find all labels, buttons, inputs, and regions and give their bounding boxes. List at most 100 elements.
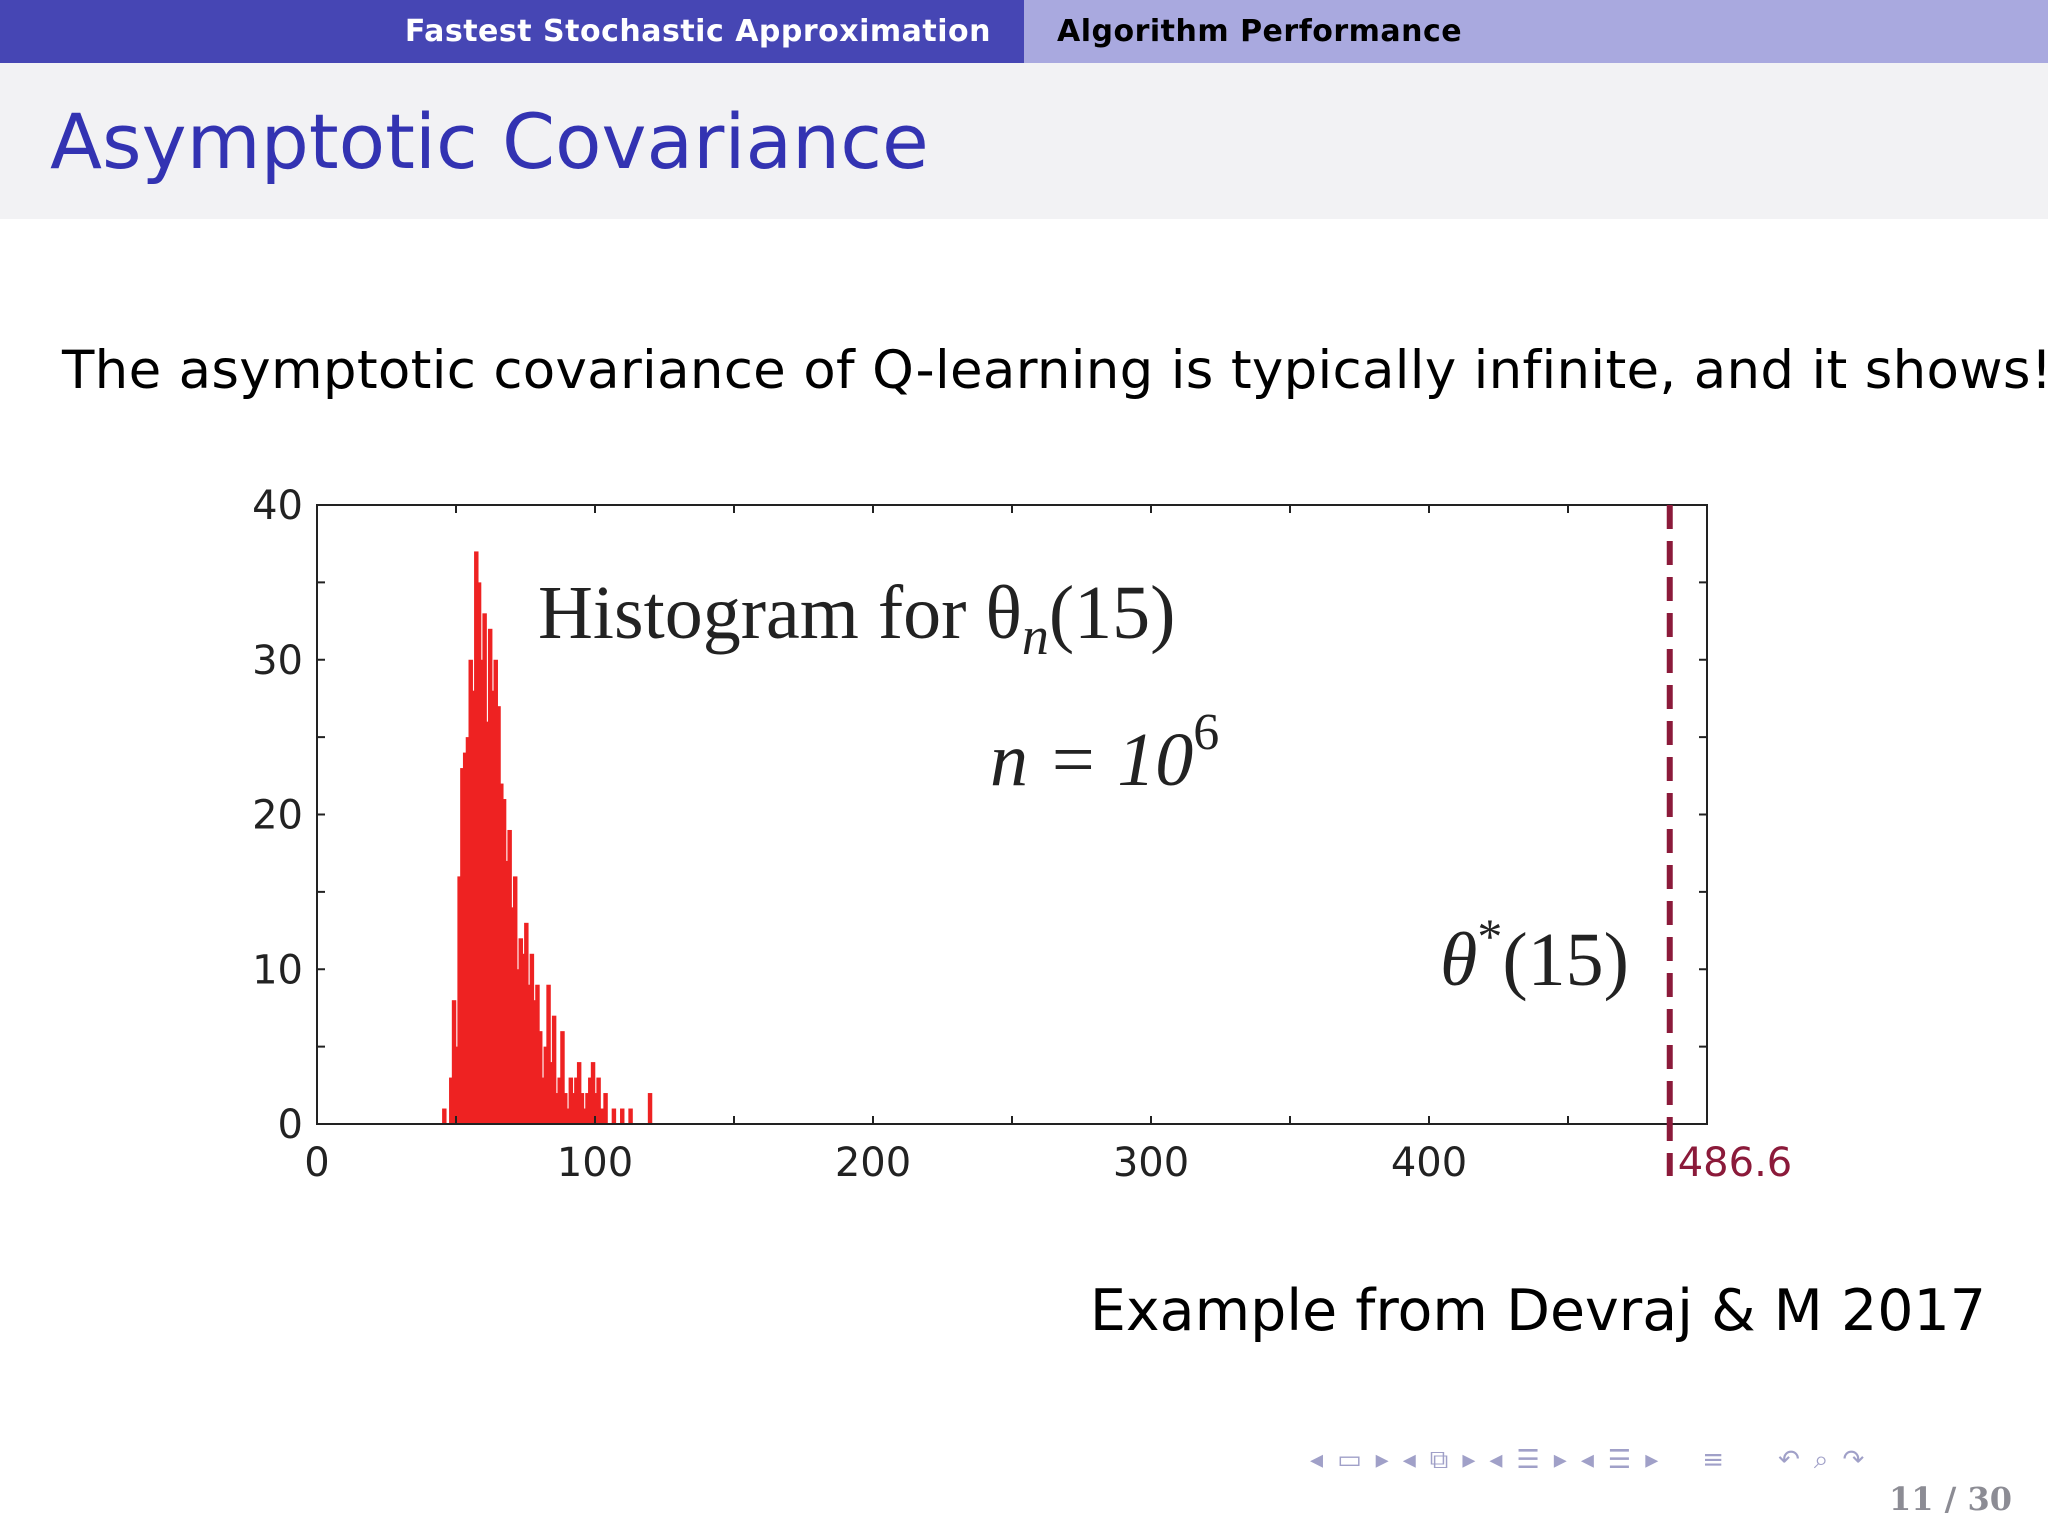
histogram-chart: 0 100 200 300 400 0 10 20 30 40 486.6 Histogram f… xyxy=(252,483,1793,1186)
histogram-bar xyxy=(590,1062,596,1124)
histogram-bar xyxy=(487,628,493,1124)
histogram-bar xyxy=(585,1093,590,1124)
histogram-bar xyxy=(476,582,482,1124)
histogram-bar xyxy=(565,1108,571,1124)
histogram-bar xyxy=(490,690,496,1124)
histogram-bar xyxy=(442,1108,447,1124)
right-arrow-icon[interactable]: ▸ xyxy=(1462,1445,1476,1475)
histogram-bar xyxy=(457,876,462,1124)
align-icon[interactable]: ≡ xyxy=(1702,1445,1725,1475)
histogram-bar xyxy=(474,551,479,1124)
histogram-bar xyxy=(451,1000,457,1124)
histogram-bar xyxy=(576,1062,582,1124)
histogram-bar xyxy=(493,659,498,1124)
histogram-bar xyxy=(496,706,501,1124)
histogram-bar xyxy=(501,799,507,1124)
y-tick-label: 20 xyxy=(252,793,303,839)
frame-icon[interactable]: ▭ xyxy=(1337,1445,1362,1475)
right-arrow-icon[interactable]: ▸ xyxy=(1645,1445,1659,1475)
x-tick-label: 200 xyxy=(835,1140,911,1186)
marker-label: θ*(15) xyxy=(1440,908,1629,1002)
y-tick-label: 0 xyxy=(278,1102,303,1148)
section-right-label: Algorithm Performance xyxy=(1057,14,1463,49)
histogram-bar xyxy=(532,1000,537,1124)
headline-bar: Fastest Stochastic Approximation Algorit… xyxy=(0,0,2048,63)
histogram-bars xyxy=(442,551,653,1124)
histogram-bar xyxy=(526,984,532,1124)
histogram-bar xyxy=(499,783,504,1124)
left-arrow-icon[interactable]: ◂ xyxy=(1402,1445,1416,1475)
histogram-bar xyxy=(482,613,487,1124)
histogram-bar xyxy=(603,1093,608,1124)
histogram-bar xyxy=(596,1077,601,1124)
histogram-bar xyxy=(485,721,490,1124)
histogram-bar xyxy=(546,984,551,1124)
histogram-bar xyxy=(579,1093,585,1124)
histogram-bar xyxy=(468,659,473,1124)
left-arrow-icon[interactable]: ◂ xyxy=(1310,1445,1324,1475)
histogram-bar xyxy=(620,1108,625,1124)
left-arrow-icon[interactable]: ◂ xyxy=(1489,1445,1503,1475)
x-tick-label: 100 xyxy=(557,1140,633,1186)
histogram-bar xyxy=(521,953,526,1124)
chart-axes: 0 100 200 300 400 0 10 20 30 40 xyxy=(252,483,1708,1186)
beamer-navigation: ◂ ▭ ▸ ◂ ⧉ ▸ ◂ ☰ ▸ ◂ ☰ ▸ ≡ ↶ ⌕ ↷ xyxy=(1310,1440,2030,1480)
section-link-current[interactable]: Fastest Stochastic Approximation xyxy=(0,0,1024,63)
marker-value-label: 486.6 xyxy=(1678,1140,1793,1186)
left-arrow-icon[interactable]: ◂ xyxy=(1580,1445,1594,1475)
frame-title-bar: Asymptotic Covariance xyxy=(0,63,2048,219)
histogram-bar xyxy=(479,659,485,1124)
histogram-bar xyxy=(524,922,529,1124)
redo-icon[interactable]: ↷ xyxy=(1842,1445,1865,1475)
histogram-bar xyxy=(611,1108,617,1124)
page-title: Asymptotic Covariance xyxy=(50,96,929,186)
credit-text: Example from Devraj & M 2017 xyxy=(1089,1278,1986,1344)
histogram-bar xyxy=(510,907,515,1124)
histogram-bar xyxy=(549,1062,554,1124)
right-arrow-icon[interactable]: ▸ xyxy=(1375,1445,1389,1475)
histogram-bar xyxy=(574,1077,579,1124)
y-tick-label: 40 xyxy=(252,483,303,529)
undo-icon[interactable]: ↶ xyxy=(1778,1445,1800,1475)
y-tick-label: 10 xyxy=(252,947,303,993)
histogram-bar xyxy=(628,1108,633,1124)
histogram-bar xyxy=(551,1015,557,1124)
histogram-bar xyxy=(507,829,512,1124)
right-arrow-icon[interactable]: ▸ xyxy=(1553,1445,1567,1475)
histogram-bar xyxy=(471,690,476,1124)
histogram-bar xyxy=(647,1093,653,1124)
histogram-bar xyxy=(543,1046,549,1124)
histogram-bar xyxy=(535,984,540,1124)
document-icon[interactable]: ☰ xyxy=(1607,1445,1632,1475)
section-icon[interactable]: ☰ xyxy=(1516,1445,1540,1475)
histogram-bar xyxy=(515,969,521,1124)
histogram-bar xyxy=(460,768,465,1124)
annotation-n: n = 106 xyxy=(990,704,1219,802)
page-number: 11 / 30 xyxy=(1888,1480,2012,1518)
histogram-bar xyxy=(593,1093,599,1124)
histogram-bar xyxy=(599,1108,604,1124)
search-icon[interactable]: ⌕ xyxy=(1813,1444,1829,1475)
histogram-bar xyxy=(454,1046,460,1124)
histogram-bar xyxy=(560,1031,565,1124)
histogram-bar xyxy=(538,1031,543,1124)
histogram-bar xyxy=(568,1077,574,1124)
histogram-bar xyxy=(554,1093,560,1124)
section-left-label: Fastest Stochastic Approximation xyxy=(404,14,991,49)
theta-star-marker: 486.6 xyxy=(1666,505,1793,1186)
histogram-bar xyxy=(557,1077,562,1124)
subsection-icon[interactable]: ⧉ xyxy=(1429,1444,1449,1475)
x-tick-label: 300 xyxy=(1113,1140,1189,1186)
annotation-title: Histogram for θn(15) xyxy=(538,571,1176,666)
histogram-bar xyxy=(529,953,535,1124)
histogram-bar xyxy=(563,1093,568,1124)
histogram-bar xyxy=(518,938,523,1124)
intro-text: The asymptotic covariance of Q-learning … xyxy=(62,340,2048,401)
histogram-bar xyxy=(512,876,518,1124)
histogram-bar xyxy=(449,1077,454,1124)
histogram-bar xyxy=(540,1077,546,1124)
x-tick-label: 400 xyxy=(1391,1140,1467,1186)
histogram-bar xyxy=(465,737,471,1124)
histogram-bar xyxy=(588,1077,593,1124)
section-link-subsection[interactable]: Algorithm Performance xyxy=(1024,0,2048,63)
